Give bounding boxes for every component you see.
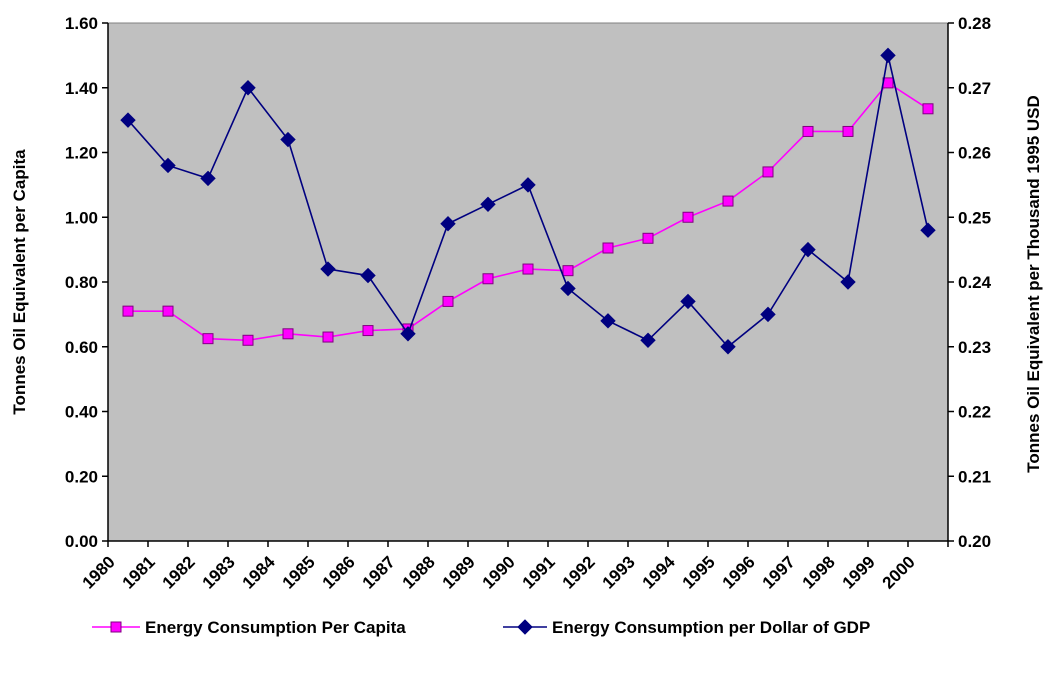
x-tick-label: 1980 xyxy=(79,552,119,592)
x-tick-label: 1995 xyxy=(679,552,719,592)
data-point xyxy=(202,333,214,345)
data-point xyxy=(602,242,614,254)
data-point xyxy=(482,273,494,285)
x-tick-label: 2000 xyxy=(879,552,919,592)
data-point xyxy=(440,216,456,232)
left-tick-label: 1.40 xyxy=(65,79,98,98)
left-tick-label: 0.80 xyxy=(65,273,98,292)
x-tick-label: 1994 xyxy=(639,552,680,593)
data-point xyxy=(722,195,734,207)
data-point xyxy=(800,241,816,258)
data-point xyxy=(560,280,576,297)
data-point xyxy=(600,313,616,329)
left-axis-ticks: 0.00 0.20 0.40 0.60 0.80 1.00 1.20 1.40 1.60 xyxy=(65,14,108,551)
left-tick-label: 1.60 xyxy=(65,14,98,33)
left-tick-label: 0.40 xyxy=(65,403,98,422)
data-point xyxy=(240,80,256,96)
legend-item-1: Energy Consumption Per Capita xyxy=(92,618,406,637)
left-axis-title: Tonnes Oil Equivalent per Capita xyxy=(10,149,29,415)
legend-marker xyxy=(517,619,533,635)
data-point xyxy=(480,196,496,213)
x-tick-label: 1988 xyxy=(399,552,439,592)
data-point xyxy=(320,261,336,277)
x-tick-label: 1991 xyxy=(519,552,559,592)
legend-marker xyxy=(110,621,122,633)
left-tick-label: 1.20 xyxy=(65,144,98,163)
legend-label: Energy Consumption per Dollar of GDP xyxy=(552,618,870,637)
data-point xyxy=(522,263,534,275)
x-tick-label: 1986 xyxy=(319,552,359,592)
data-point xyxy=(802,125,814,137)
x-tick-label: 1990 xyxy=(479,552,519,592)
data-point xyxy=(720,339,736,355)
data-point xyxy=(120,112,136,128)
left-tick-label: 0.60 xyxy=(65,338,98,357)
data-point xyxy=(282,328,294,340)
x-tick-label: 1997 xyxy=(759,552,799,592)
series-1 xyxy=(122,77,934,346)
data-point xyxy=(842,125,854,137)
x-tick-label: 1984 xyxy=(239,552,280,593)
data-point xyxy=(760,306,776,323)
left-tick-label: 0.20 xyxy=(65,467,98,486)
x-tick-label: 1981 xyxy=(119,552,159,592)
data-point xyxy=(400,326,416,342)
data-point xyxy=(280,131,296,148)
data-point xyxy=(442,295,454,307)
x-tick-label: 1998 xyxy=(799,552,839,592)
data-point xyxy=(562,265,574,277)
legend-label: Energy Consumption Per Capita xyxy=(145,618,406,637)
legend: Energy Consumption Per Capita Energy Cons… xyxy=(92,618,870,637)
data-point xyxy=(520,177,536,193)
data-point xyxy=(242,334,254,346)
legend-item-2: Energy Consumption per Dollar of GDP xyxy=(503,618,870,637)
right-tick-label: 0.21 xyxy=(958,467,991,486)
plot-area xyxy=(107,22,949,542)
data-point xyxy=(922,103,934,115)
data-point xyxy=(680,293,696,310)
x-tick-label: 1987 xyxy=(359,552,399,592)
x-tick-label: 1982 xyxy=(159,552,199,592)
left-tick-label: 0.00 xyxy=(65,532,98,551)
x-tick-label: 1996 xyxy=(719,552,759,592)
data-point xyxy=(920,222,936,238)
right-tick-label: 0.23 xyxy=(958,338,991,357)
x-tick-label: 1999 xyxy=(839,552,879,592)
right-tick-label: 0.26 xyxy=(958,144,991,163)
x-tick-label: 1985 xyxy=(279,552,319,592)
data-point xyxy=(360,267,376,284)
right-tick-label: 0.24 xyxy=(958,273,992,292)
series-2 xyxy=(120,47,936,355)
x-axis-ticks: 1980 1981 1982 1983 1984 1985 1986 1987 1988 1989… xyxy=(79,541,949,593)
right-tick-label: 0.28 xyxy=(958,14,991,33)
x-tick-label: 1983 xyxy=(199,552,239,592)
data-point xyxy=(122,305,134,317)
data-point xyxy=(200,170,216,187)
right-tick-label: 0.27 xyxy=(958,79,991,98)
right-tick-label: 0.25 xyxy=(958,208,991,227)
data-point xyxy=(880,47,896,64)
series-layer xyxy=(120,47,936,355)
data-point xyxy=(840,274,856,290)
data-point xyxy=(162,305,174,317)
x-tick-label: 1989 xyxy=(439,552,479,592)
right-axis-title: Tonnes Oil Equivalent per Thousand 1995 … xyxy=(1024,95,1043,473)
data-point xyxy=(160,157,176,174)
right-tick-label: 0.22 xyxy=(958,403,991,422)
data-point xyxy=(642,232,654,244)
data-point xyxy=(362,325,374,337)
data-point xyxy=(762,166,774,178)
data-point xyxy=(322,331,334,343)
right-axis-ticks: 0.20 0.21 0.22 0.23 0.24 0.25 0.26 0.27 0.28 xyxy=(948,14,992,551)
left-tick-label: 1.00 xyxy=(65,208,98,227)
data-point xyxy=(682,211,694,223)
right-tick-label: 0.20 xyxy=(958,532,991,551)
data-point xyxy=(640,332,656,348)
x-tick-label: 1992 xyxy=(559,552,599,592)
x-tick-label: 1993 xyxy=(599,552,639,592)
